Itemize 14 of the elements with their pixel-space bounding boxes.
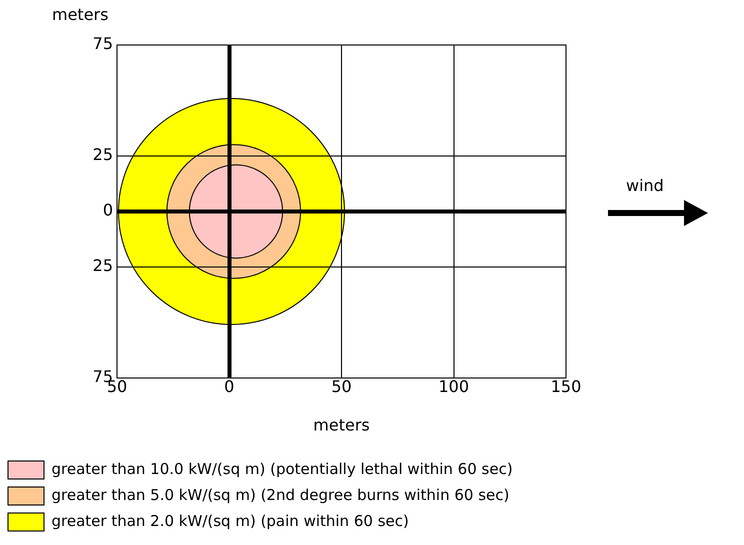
x-tick-label: 0 xyxy=(224,376,234,396)
y-tick-label: 75 xyxy=(92,34,113,54)
x-axis-title: meters xyxy=(313,416,370,435)
text: wind xyxy=(626,176,664,195)
legend-label: greater than 10.0 kW/(sq m) (potentially lethal within 60 sec) xyxy=(52,460,513,478)
x-tick-label: 100 xyxy=(438,376,470,396)
y-tick-label: 25 xyxy=(92,256,113,276)
legend-label: greater than 2.0 kW/(sq m) (pain within 60 sec) xyxy=(52,512,409,530)
y-axis-title: meters xyxy=(52,5,108,24)
legend-label: greater than 5.0 kW/(sq m) (2nd degree burns within 60 sec) xyxy=(52,486,510,504)
y-tick-label: 0 xyxy=(102,200,113,220)
x-tick-label: 50 xyxy=(331,376,352,396)
x-tick-label: 150 xyxy=(550,376,582,396)
y-tick-label: 25 xyxy=(92,145,113,164)
